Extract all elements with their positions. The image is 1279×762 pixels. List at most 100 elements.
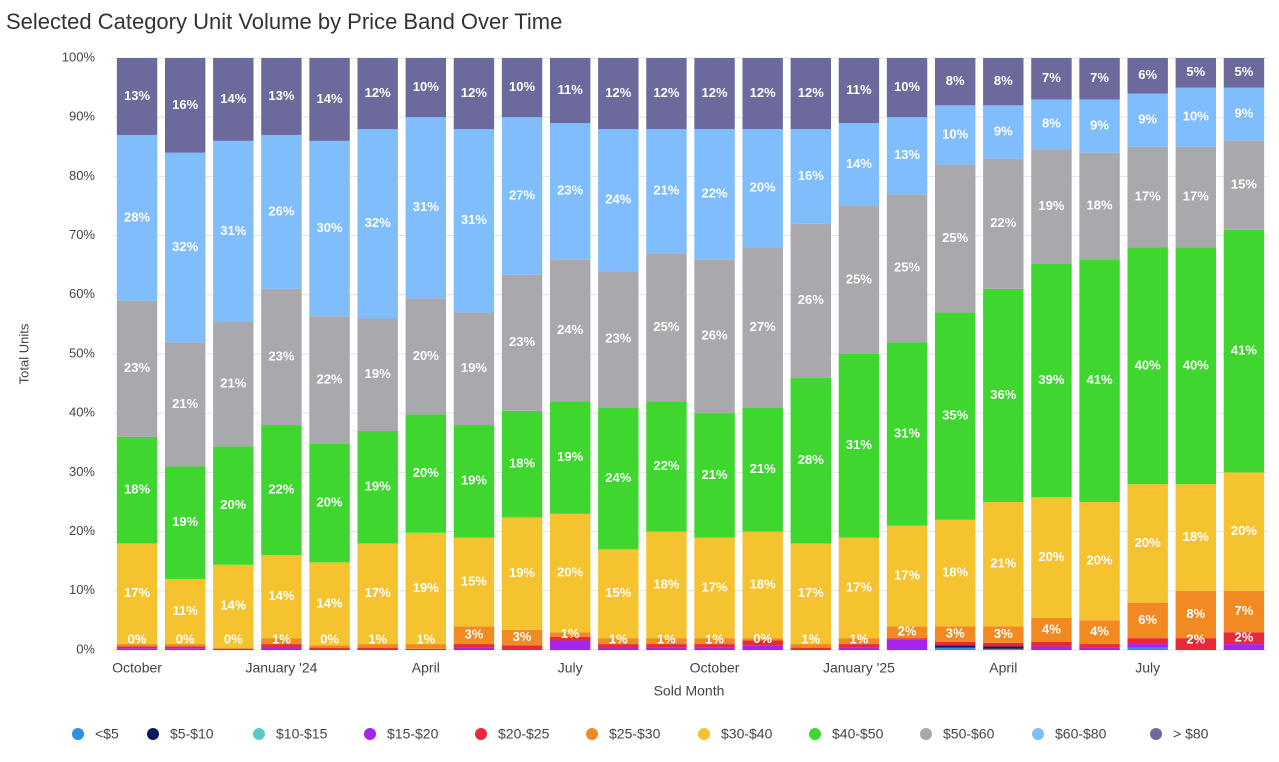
- bar-segment: [1175, 58, 1217, 88]
- bar-segment: [501, 274, 543, 411]
- data-label: 0%: [224, 631, 243, 646]
- data-label: 28%: [124, 209, 150, 224]
- data-label: 21%: [750, 461, 776, 476]
- bar-segment: [357, 318, 398, 431]
- data-label: 41%: [1087, 372, 1113, 387]
- bar-segment: [1079, 152, 1120, 260]
- bar-segment: [261, 644, 302, 648]
- legend-label: $50-$60: [943, 726, 995, 742]
- bar-segment: [886, 58, 928, 118]
- legend-label: $10-$15: [276, 726, 328, 742]
- data-label: 12%: [750, 85, 776, 100]
- bar-segment: [1079, 58, 1120, 100]
- bar-segment: [694, 129, 735, 260]
- bar-segment: [261, 58, 302, 135]
- data-label: 2%: [1186, 631, 1205, 646]
- bar-segment: [549, 58, 591, 124]
- bar-segment: [790, 129, 832, 224]
- bar-segment: [549, 632, 591, 637]
- data-label: 19%: [509, 565, 535, 580]
- data-label: 12%: [653, 85, 679, 100]
- data-label: 1%: [705, 631, 724, 646]
- data-label: 1%: [272, 631, 291, 646]
- data-label: 14%: [317, 91, 343, 106]
- data-label: 10%: [942, 126, 968, 141]
- bar-segment: [357, 129, 398, 319]
- bar-segment: [357, 543, 398, 645]
- bar-segment: [646, 58, 687, 130]
- data-label: 22%: [990, 215, 1016, 230]
- bar-segment: [1175, 247, 1217, 485]
- y-tick-label: 80%: [69, 168, 95, 183]
- data-label: 12%: [365, 85, 391, 100]
- bar-segment: [1223, 87, 1265, 141]
- bar-segment: [501, 629, 543, 646]
- bar-segment: [694, 647, 735, 650]
- data-label: 19%: [1038, 198, 1064, 213]
- data-label: 17%: [798, 585, 824, 600]
- data-label: 26%: [798, 292, 824, 307]
- data-label: 2%: [1235, 630, 1254, 645]
- data-label: 15%: [461, 573, 487, 588]
- data-label: 10%: [1183, 109, 1209, 124]
- bar-segment: [1127, 93, 1168, 147]
- data-label: 8%: [1042, 116, 1061, 131]
- legend-marker: [147, 728, 159, 740]
- data-label: 12%: [461, 85, 487, 100]
- data-label: 0%: [128, 631, 147, 646]
- bar-segment: [501, 645, 543, 650]
- data-label: 30%: [317, 220, 343, 235]
- bar-segment: [405, 648, 447, 650]
- bar-segment: [886, 638, 928, 640]
- data-label: 18%: [1087, 197, 1113, 212]
- data-label: 11%: [558, 82, 584, 97]
- bar-segment: [549, 123, 591, 260]
- legend-marker: [1150, 728, 1162, 740]
- bar-segment: [1079, 502, 1120, 621]
- data-label: 19%: [413, 580, 439, 595]
- bar-segment: [1175, 146, 1217, 248]
- y-tick-label: 90%: [69, 109, 95, 124]
- data-label: 22%: [268, 482, 294, 497]
- bar-segment: [1079, 647, 1120, 650]
- data-label: 23%: [509, 334, 535, 349]
- bar-segment: [357, 58, 398, 130]
- bar-segment: [983, 648, 1024, 650]
- bar-segment: [694, 259, 735, 414]
- bar-segment: [934, 58, 976, 106]
- bar-segment: [1175, 638, 1217, 650]
- legend-marker: [72, 728, 84, 740]
- bar-segment: [405, 58, 447, 118]
- bar-segment: [646, 531, 687, 639]
- data-label: 15%: [605, 585, 631, 600]
- data-label: 6%: [1138, 67, 1157, 82]
- bar-segment: [213, 647, 254, 649]
- bar-segment: [598, 647, 639, 650]
- data-label: 13%: [268, 88, 294, 103]
- bar-segment: [742, 129, 783, 248]
- y-tick-label: 60%: [69, 286, 95, 301]
- bar-segment: [838, 644, 880, 648]
- data-label: 23%: [557, 183, 583, 198]
- bar-segment: [1031, 58, 1072, 100]
- bar-segment: [790, 223, 832, 378]
- bar-segment: [1223, 472, 1265, 591]
- bar-segment: [934, 312, 976, 520]
- data-label: 1%: [801, 631, 820, 646]
- bar-segment: [261, 647, 302, 650]
- bar-segment: [1175, 87, 1217, 147]
- bar-segment: [1223, 229, 1265, 473]
- data-label: 9%: [1138, 112, 1157, 127]
- data-label: 3%: [946, 625, 965, 640]
- legend-marker: [475, 728, 487, 740]
- bar-segment: [886, 117, 928, 195]
- legend-label: $20-$25: [498, 726, 550, 742]
- bar-segment: [886, 525, 928, 627]
- bar-segment: [598, 271, 639, 408]
- data-label: 22%: [317, 371, 343, 386]
- data-label: 40%: [1135, 357, 1161, 372]
- data-label: 0%: [753, 631, 772, 646]
- y-tick-label: 40%: [69, 405, 95, 420]
- data-label: 5%: [1186, 64, 1205, 79]
- bar-segment: [261, 134, 302, 289]
